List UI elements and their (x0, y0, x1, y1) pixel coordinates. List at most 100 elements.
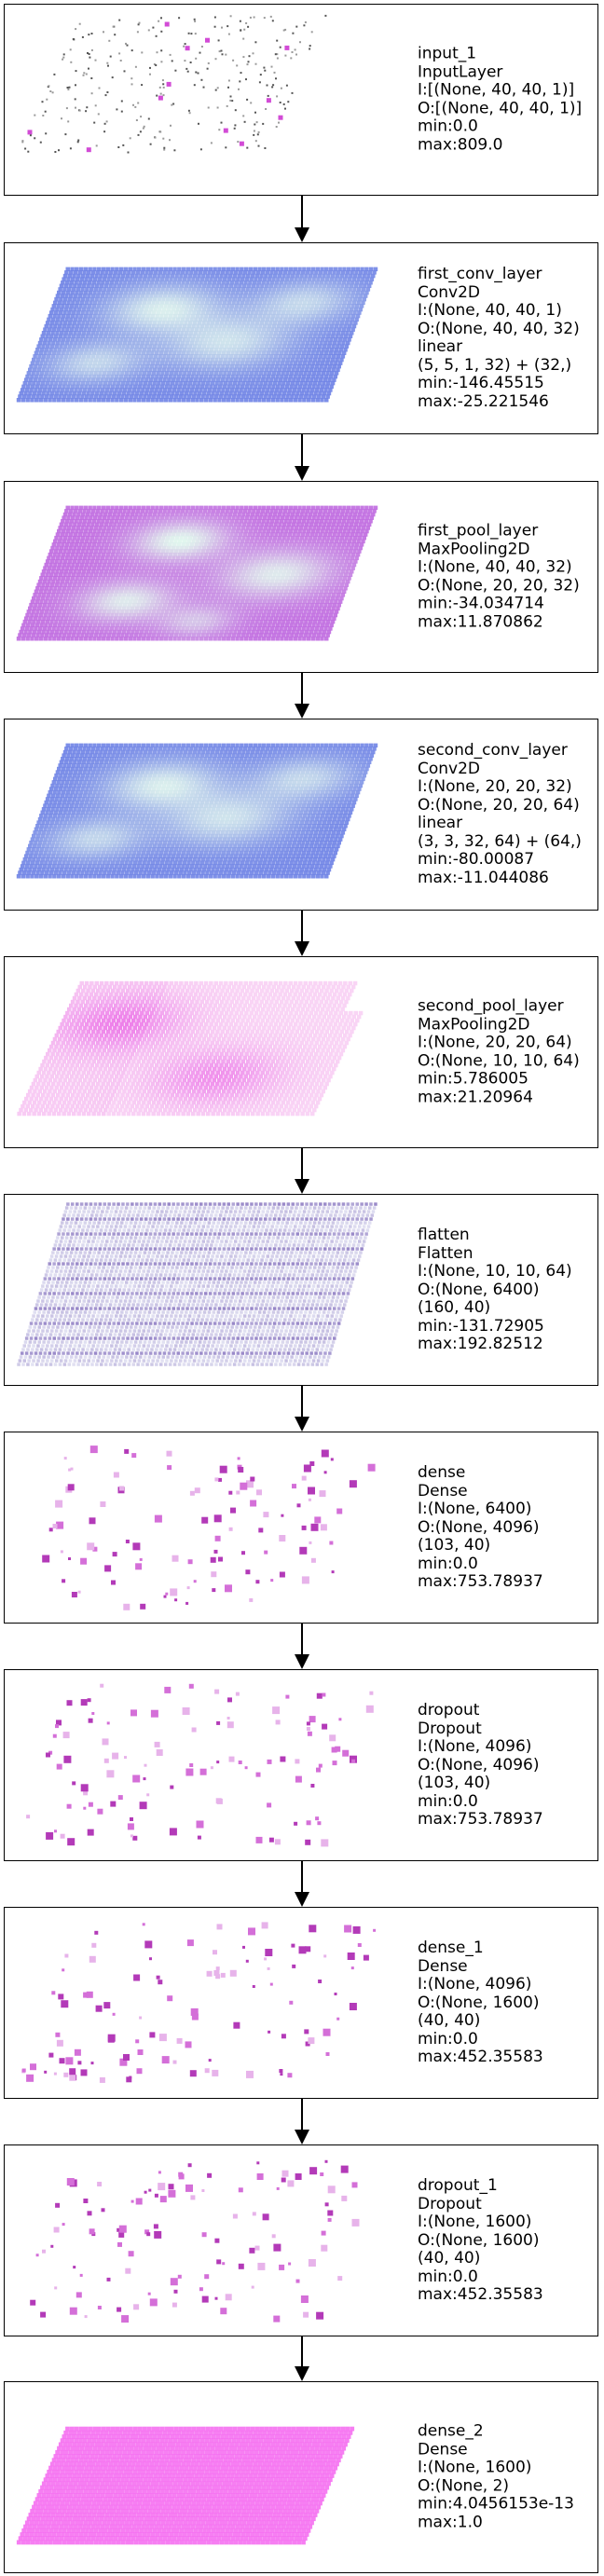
activation-cell (183, 287, 187, 292)
activation-cell (254, 357, 259, 363)
activation-cell (170, 549, 174, 554)
activation-cell (103, 367, 108, 373)
activation-cell (234, 304, 240, 308)
activation-cell (104, 579, 110, 584)
activation-cell (75, 539, 80, 544)
activation-cell (213, 505, 217, 511)
activation-cell (359, 270, 364, 275)
activation-cell (173, 394, 179, 399)
activation-cell (139, 367, 144, 373)
activation-cell (299, 559, 305, 564)
activation-cell (276, 586, 281, 591)
activation-cell (81, 283, 87, 288)
activation-cell (127, 363, 132, 369)
activation-cell (319, 566, 324, 570)
pixel (53, 73, 56, 75)
activation-cell (348, 334, 353, 338)
activation-cell (283, 327, 289, 332)
activation-cell (200, 348, 205, 352)
activation-cell (73, 294, 78, 298)
pixel (216, 87, 219, 89)
activation-cell (81, 321, 86, 325)
activation-cell (238, 331, 242, 336)
activation-cell (86, 377, 91, 382)
activation-cell (327, 532, 333, 537)
activation-cell (286, 545, 292, 551)
activation-cell (346, 340, 350, 346)
activation-cell (160, 371, 165, 376)
activation-cell (85, 526, 89, 530)
activation-cell (235, 398, 240, 403)
activation-cell (309, 354, 314, 359)
activation-cell (170, 310, 174, 315)
activation-cell (327, 340, 333, 346)
activation-cell (183, 348, 187, 352)
activation-cell (281, 310, 286, 315)
activation-cell (300, 270, 306, 275)
activation-cell (198, 532, 203, 537)
activation-cell (233, 569, 239, 574)
activation-cell (341, 350, 347, 355)
activation-cell (103, 582, 108, 587)
activation-cell (67, 380, 72, 386)
activation-cell (158, 532, 163, 537)
activation-cell (213, 552, 218, 557)
activation-cell (186, 323, 192, 329)
activation-cell (38, 398, 44, 403)
activation-cell (149, 542, 155, 547)
activation-cell (301, 566, 307, 570)
activation-cell (113, 509, 118, 514)
activation-cell (285, 348, 290, 352)
activation-cell (126, 321, 130, 325)
activation-cell (222, 290, 226, 295)
activation-cell (284, 313, 289, 319)
activation-cell (260, 354, 265, 359)
activation-cell (282, 331, 287, 336)
activation-cell (256, 363, 261, 369)
activation-cell (70, 290, 75, 295)
activation-cell (42, 377, 47, 382)
activation-cell (100, 569, 104, 574)
activation-cell (62, 384, 66, 390)
activation-cell (152, 582, 158, 587)
activation-cell (268, 273, 273, 279)
activation-cell (137, 300, 143, 306)
activation-cell (222, 398, 226, 403)
activation-cell (60, 555, 65, 561)
pixel (58, 149, 60, 152)
pixel (248, 55, 251, 58)
activation-cell (92, 528, 97, 534)
activation-cell (213, 566, 217, 570)
activation-cell (153, 569, 158, 574)
activation-cell (251, 367, 255, 373)
activation-cell (80, 394, 85, 399)
activation-cell (41, 331, 47, 336)
activation-cell (307, 562, 312, 568)
activation-cell (235, 267, 240, 272)
activation-cell (321, 300, 325, 306)
activation-cell (88, 552, 93, 557)
activation-cell (129, 526, 134, 530)
activation-cell (289, 384, 294, 390)
activation-cell (228, 331, 234, 336)
activation-cell (293, 505, 297, 511)
pixel (310, 31, 313, 34)
activation-cell (297, 350, 302, 355)
activation-cell (272, 287, 277, 292)
activation-cell (213, 576, 218, 581)
activation-cell (294, 515, 298, 520)
activation-cell (222, 552, 226, 557)
activation-cell (230, 566, 235, 570)
activation-cell (255, 270, 261, 275)
activation-cell (96, 388, 101, 392)
activation-cell (95, 545, 100, 551)
activation-cell (50, 545, 55, 551)
activation-cell (56, 542, 61, 547)
activation-cell (126, 569, 131, 574)
activation-cell (284, 576, 289, 581)
activation-cell (310, 313, 316, 319)
activation-cell (113, 283, 117, 288)
activation-cell (275, 290, 280, 295)
activation-cell (156, 371, 160, 376)
activation-cell (117, 535, 121, 541)
